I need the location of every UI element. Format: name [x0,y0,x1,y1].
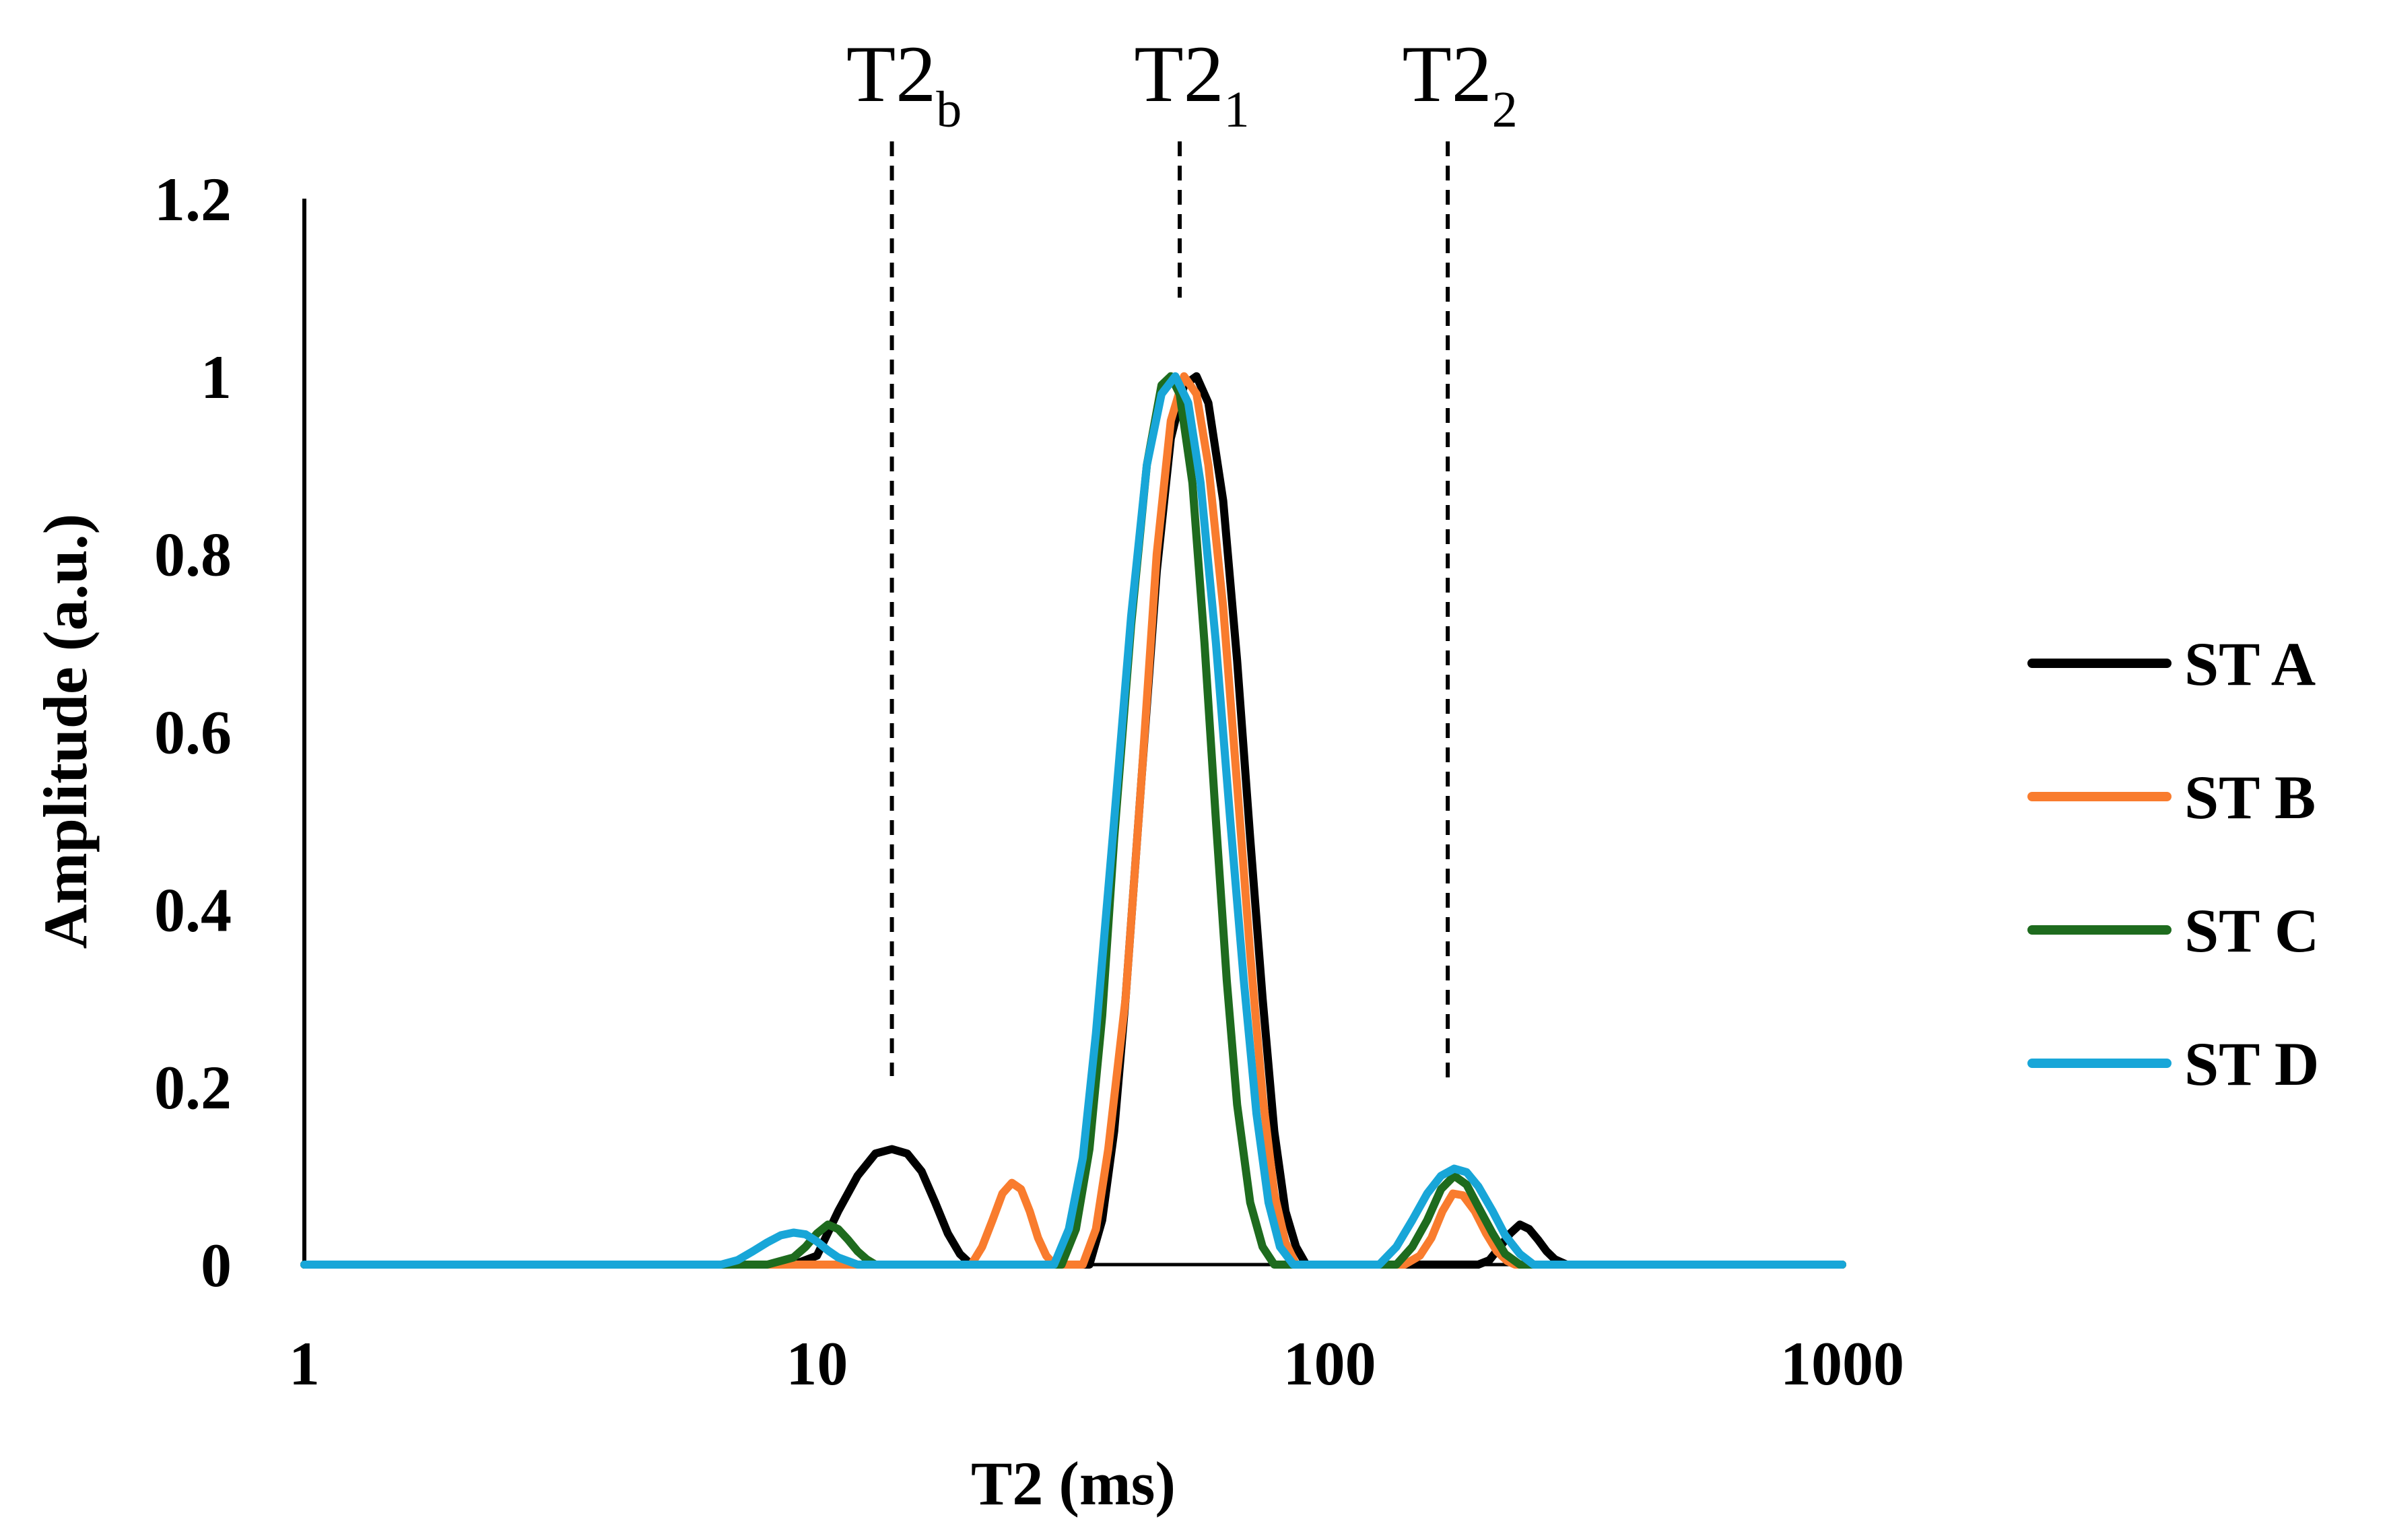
legend-label: ST D [2184,1030,2319,1098]
marker-label-base: T2 [1402,29,1491,119]
x-tick-label: 1 [289,1329,320,1398]
series-line-st-c [300,372,1846,1269]
y-tick-label: 0.4 [154,875,232,944]
marker-label-subscript: b [936,81,962,138]
y-tick-label: 0.2 [154,1053,232,1122]
legend-label: ST C [2184,896,2319,965]
marker-label-subscript: 1 [1224,81,1250,138]
x-tick-label: 100 [1283,1329,1376,1398]
series-line-st-a [300,372,1846,1269]
marker-label: T21 [1134,29,1249,138]
x-axis-title: T2 (ms) [971,1449,1176,1518]
marker-label: T22 [1402,29,1517,138]
series-line-st-b [300,372,1846,1269]
marker-label-subscript: 2 [1492,81,1518,138]
series-line-st-d [300,372,1846,1269]
y-tick-label: 1 [201,343,232,411]
y-tick-label: 0.6 [154,698,232,767]
legend-label: ST A [2184,630,2316,698]
y-tick-label: 0 [201,1231,232,1300]
marker-label: T2b [846,29,962,138]
legend-label: ST B [2184,763,2316,832]
x-tick-label: 1000 [1780,1329,1904,1398]
y-tick-label: 1.2 [154,165,232,234]
y-axis-title: Amplitude (a.u.) [31,514,100,949]
y-tick-label: 0.8 [154,521,232,589]
marker-label-base: T2 [1134,29,1223,119]
marker-label-base: T2 [846,29,936,119]
x-tick-label: 10 [786,1329,848,1398]
